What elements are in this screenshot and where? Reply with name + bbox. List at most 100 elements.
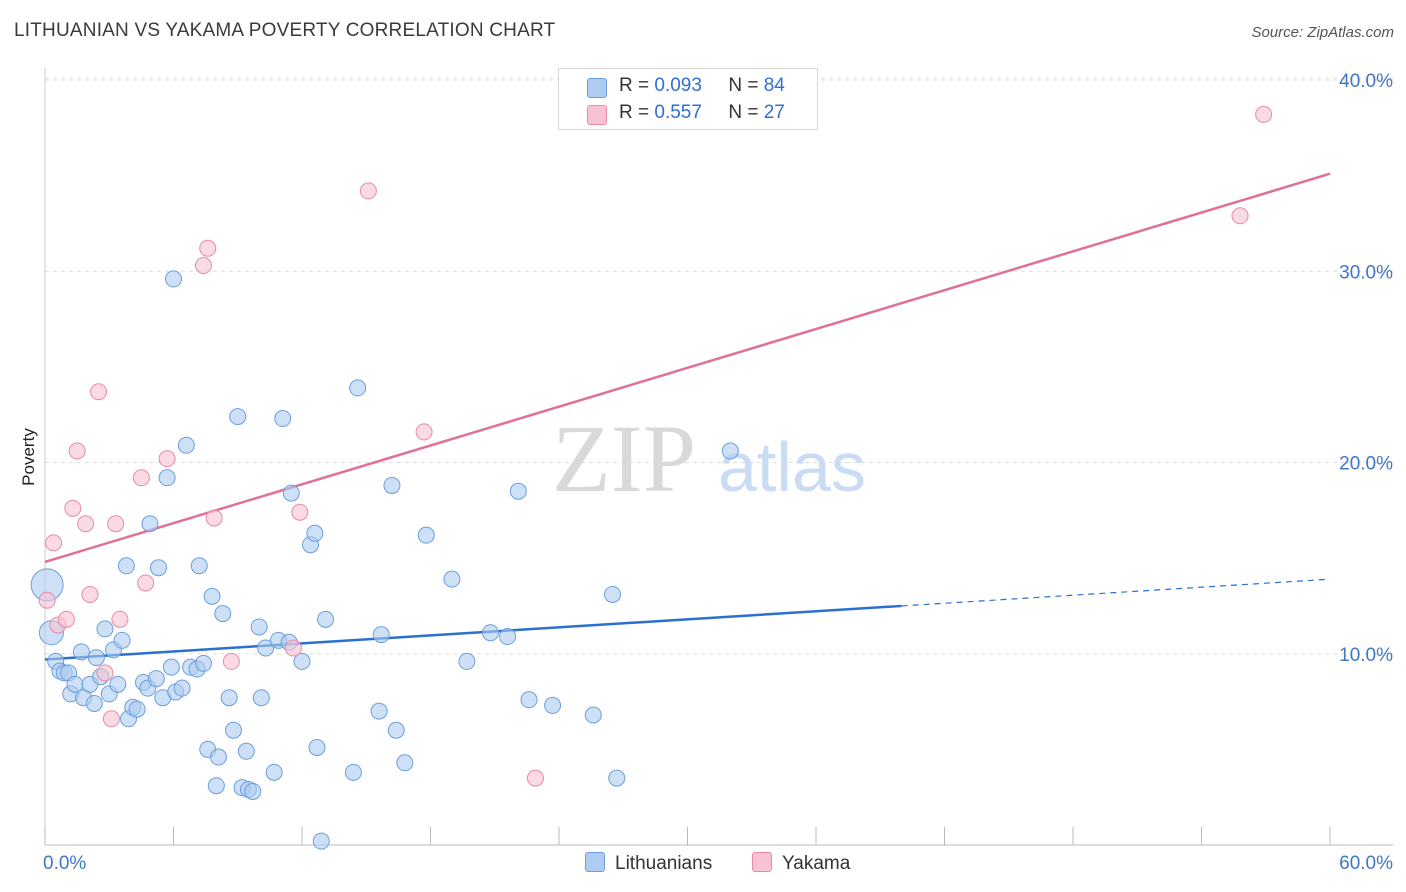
yakama-point [45, 534, 63, 552]
lithuanians-point [312, 832, 330, 850]
lithuanians-point [117, 557, 135, 575]
lithuanians-point [387, 721, 405, 739]
lithuanians-point [370, 702, 388, 720]
yakama-point [284, 639, 302, 657]
source-label: Source: ZipAtlas.com [1251, 24, 1394, 41]
lithuanians-point [265, 763, 283, 781]
lithuanians-point [87, 649, 105, 667]
yakama-point [96, 664, 114, 682]
yakama-point [194, 257, 212, 275]
axis-labels: 10.0% 20.0% 30.0% 40.0% 0.0% 60.0% [43, 71, 1393, 874]
y-tick-label: 10.0% [1339, 645, 1393, 666]
y-axis-title: Poverty [19, 428, 38, 486]
yakama-trend-line [44, 172, 1331, 564]
yakama-point [38, 591, 56, 609]
lithuanians-point [308, 738, 326, 756]
lithuanians-point [509, 482, 527, 500]
lithuanians-point [499, 628, 517, 646]
yakama-point [81, 585, 99, 603]
lithuanians-point [147, 670, 165, 688]
lithuanians-point [344, 763, 362, 781]
lithuanians-point [229, 408, 247, 426]
legend-r-label: R = [619, 75, 650, 96]
lithuanians-point [177, 436, 195, 454]
lithuanians-point [158, 469, 176, 487]
lithuanians-point [458, 652, 476, 670]
bottom-legend-lithuanians: Lithuanians [585, 852, 712, 875]
lithuanians-point [85, 694, 103, 712]
lithuanians-trend-extension [901, 578, 1331, 607]
legend-swatch-pink [587, 105, 607, 125]
lithuanians-point [96, 620, 114, 638]
lithuanians-point [173, 679, 191, 697]
lithuanians-point [72, 643, 90, 661]
lithuanians-point [150, 559, 168, 577]
yakama-point [57, 610, 75, 628]
lithuanians-point [207, 777, 225, 795]
lithuanians-point [383, 476, 401, 494]
lithuanians-point [113, 631, 131, 649]
lithuanians-point [282, 484, 300, 502]
lithuanians-point [721, 442, 739, 460]
yakama-point [137, 574, 155, 592]
watermark: ZIP atlas [552, 405, 866, 512]
lithuanians-point [190, 557, 208, 575]
legend-r-value: 0.093 [654, 75, 702, 96]
lithuanians-point [317, 610, 335, 628]
lithuanians-point [252, 689, 270, 707]
lithuanians-point [417, 526, 435, 544]
lithuanians-point [220, 689, 238, 707]
yakama-point [1231, 207, 1249, 225]
lithuanians-point [224, 721, 242, 739]
watermark-atlas: atlas [718, 428, 866, 506]
yakama-point [415, 423, 433, 441]
lithuanians-point [604, 585, 622, 603]
lithuanians-point [162, 658, 180, 676]
lithuanians-point [214, 605, 232, 623]
yakama-point [205, 509, 223, 527]
y-tick-label: 20.0% [1339, 454, 1393, 475]
lithuanians-point [165, 270, 182, 288]
x-tick-label: 60.0% [1339, 853, 1393, 874]
yakama-point [526, 769, 544, 787]
yakama-point [64, 499, 82, 517]
lithuanians-point [109, 675, 127, 693]
yakama-point [199, 239, 217, 257]
lithuanians-point [608, 769, 626, 787]
x-tick-label: 0.0% [43, 853, 86, 874]
yakama-point [107, 515, 125, 533]
yakama-point [90, 383, 108, 401]
yakama-point [291, 503, 309, 521]
correlation-legend: R = 0.093 N = 84 R = 0.557 N = 27 [558, 68, 818, 130]
lithuanians-point [194, 654, 212, 672]
legend-n-label: N = [728, 75, 759, 96]
yakama-point [68, 442, 86, 460]
lithuanians-point [443, 570, 461, 588]
trend-lines [44, 172, 1331, 661]
legend-r-value: 0.557 [654, 102, 702, 123]
lithuanians-point [481, 624, 499, 642]
lithuanians-point [520, 691, 538, 709]
chart-title: LITHUANIAN VS YAKAMA POVERTY CORRELATION… [14, 20, 556, 41]
grid-lines [45, 77, 1393, 655]
lithuanians-trend-line [44, 604, 902, 661]
legend-label-yakama: Yakama [782, 853, 851, 874]
yakama-point [132, 469, 150, 487]
y-tick-label: 40.0% [1339, 71, 1393, 92]
lithuanians-point [128, 700, 146, 718]
data-points [30, 105, 1273, 850]
legend-n-value: 84 [763, 75, 785, 96]
lithuanians-point [203, 587, 221, 605]
lithuanians-point [306, 524, 324, 542]
lithuanians-point [349, 379, 367, 397]
y-tick-label: 30.0% [1339, 262, 1393, 283]
lithuanians-point [372, 626, 390, 644]
legend-n-label: N = [728, 102, 759, 123]
legend-swatch-pink [752, 852, 772, 872]
lithuanians-point [257, 639, 275, 657]
legend-label-lithuanians: Lithuanians [615, 853, 713, 874]
legend-n-value: 27 [763, 102, 785, 123]
yakama-point [111, 610, 129, 628]
legend-swatch-blue [587, 78, 607, 98]
